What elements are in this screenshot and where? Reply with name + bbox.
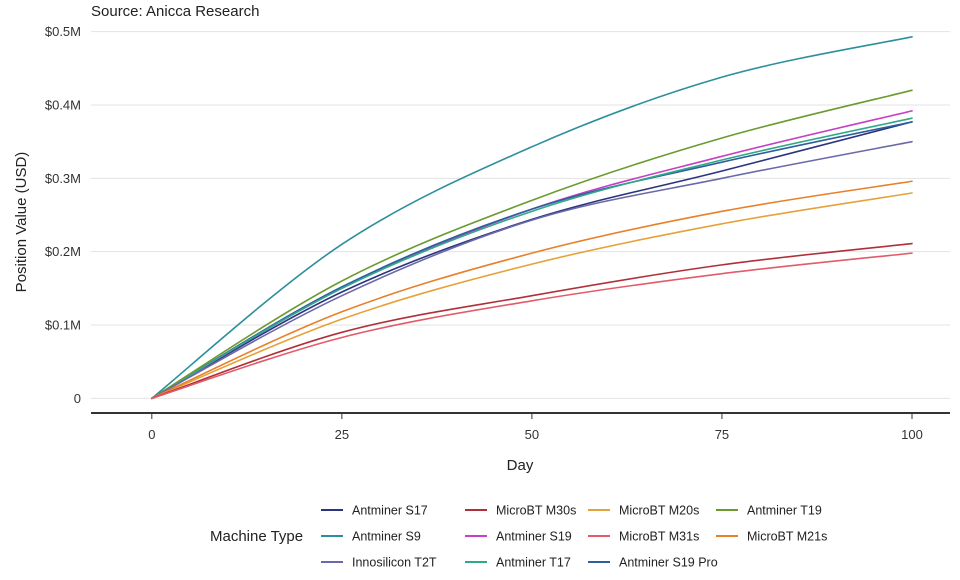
legend-label-antminer-s17: Antminer S17 <box>352 504 428 518</box>
y-tick-label: 0 <box>74 391 81 406</box>
series-line-antminer-s19-pro <box>151 121 913 400</box>
series-line-antminer-s9 <box>151 36 913 400</box>
grid-lines <box>91 31 950 399</box>
chart-subtitle: Source: Anicca Research <box>91 3 259 20</box>
legend-label-antminer-t19: Antminer T19 <box>747 504 822 518</box>
x-tick-label: 50 <box>525 427 539 442</box>
legend-label-innosilicon-t2t: Innosilicon T2T <box>352 556 437 570</box>
legend-label-microbt-m21s: MicroBT M21s <box>747 530 827 544</box>
legend: Machine Type Antminer S17 Antminer S9 Inno… <box>210 504 827 570</box>
series-line-antminer-s19 <box>151 110 913 400</box>
series-line-microbt-m21s <box>151 180 913 400</box>
y-tick-label: $0.5M <box>45 24 81 39</box>
x-tick-label: 0 <box>148 427 155 442</box>
series-lines <box>151 36 913 400</box>
legend-label-antminer-t17: Antminer T17 <box>496 556 571 570</box>
y-tick-label: $0.2M <box>45 244 81 259</box>
series-line-antminer-t17 <box>151 117 913 400</box>
y-axis-title: Position Value (USD) <box>13 152 30 293</box>
legend-label-microbt-m20s: MicroBT M20s <box>619 504 699 518</box>
axes: 0 $0.1M $0.2M $0.3M $0.4M $0.5M 0 25 50 75 100 <box>45 24 950 442</box>
legend-label-antminer-s19-pro: Antminer S19 Pro <box>619 556 718 570</box>
series-line-innosilicon-t2t <box>151 140 913 400</box>
legend-title: Machine Type <box>210 528 303 545</box>
x-tick-label: 100 <box>901 427 923 442</box>
series-line-antminer-t19 <box>151 89 913 400</box>
x-axis-title: Day <box>507 457 534 474</box>
legend-label-antminer-s19: Antminer S19 <box>496 530 572 544</box>
y-tick-label: $0.4M <box>45 98 81 113</box>
y-tick-label: $0.1M <box>45 318 81 333</box>
x-tick-label: 25 <box>335 427 349 442</box>
series-line-microbt-m30s <box>151 242 913 400</box>
legend-label-antminer-s9: Antminer S9 <box>352 530 421 544</box>
series-line-microbt-m20s <box>151 192 913 400</box>
y-tick-label: $0.3M <box>45 171 81 186</box>
legend-label-microbt-m30s: MicroBT M30s <box>496 504 576 518</box>
series-line-microbt-m31s <box>151 252 913 400</box>
legend-label-microbt-m31s: MicroBT M31s <box>619 530 699 544</box>
x-tick-label: 75 <box>715 427 729 442</box>
